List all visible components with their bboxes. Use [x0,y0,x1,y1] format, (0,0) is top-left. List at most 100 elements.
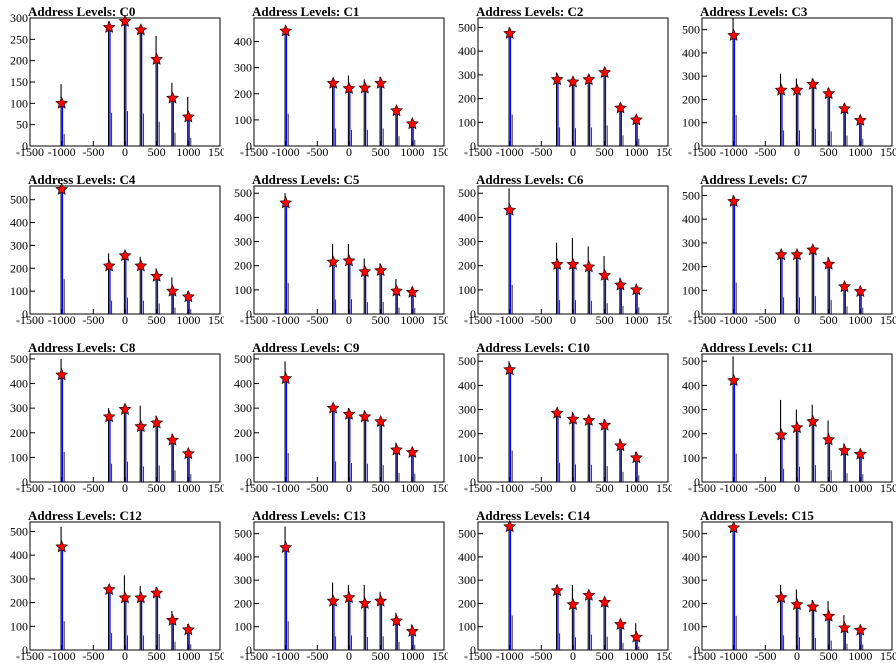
chart-title: Address Levels: C1 [252,4,360,19]
y-tick-label: 100 [682,620,700,634]
y-tick-label: 500 [458,354,476,368]
x-tick-label: -1500 [240,649,268,663]
peak-marker-star [279,371,293,385]
y-tick-label: 100 [234,283,252,297]
y-tick-label: 500 [458,20,476,34]
plot-frame [29,17,221,147]
y-tick-label: 500 [682,527,700,541]
x-tick-label: -1000 [496,649,524,663]
y-tick-label: 200 [682,92,700,106]
chart-title: Address Levels: C13 [252,508,366,523]
y-tick-label: 300 [682,69,700,83]
x-tick-label: -1000 [48,481,76,495]
y-tick-label: 300 [458,235,476,249]
peak-marker-star [374,76,388,89]
y-tick-label: 500 [234,186,252,200]
peak-marker-star [390,443,403,456]
x-tick-label: 1000 [624,313,648,327]
x-tick-label: 0 [346,481,352,495]
peak-marker-star [279,24,293,37]
x-tick-label: -500 [82,145,104,159]
x-tick-label: 500 [596,481,614,495]
chart-title: Address Levels: C8 [28,340,136,355]
x-tick-label: 1500 [432,649,448,663]
peak-marker-star [134,259,148,272]
x-tick-label: 500 [148,481,166,495]
x-tick-label: 1500 [656,145,672,159]
peak-marker-star [181,290,195,303]
y-tick-label: 100 [234,113,252,127]
peak-marker-star [853,284,867,297]
x-tick-label: 1000 [176,313,200,327]
peak-marker-star [550,583,564,597]
y-tick-label: 0 [470,139,476,153]
peak-marker-star [134,591,148,604]
y-tick-label: 200 [458,259,476,273]
peak-marker-star [582,588,596,601]
y-tick-label: 250 [10,32,28,46]
x-tick-label: -500 [82,481,104,495]
y-tick-label: 500 [682,188,700,202]
x-tick-label: -1000 [272,313,300,327]
y-tick-label: 400 [682,378,700,392]
peak-marker-star [838,102,851,115]
x-tick-label: 0 [794,313,800,327]
x-tick-label: 1500 [656,481,672,495]
y-tick-label: 0 [246,643,252,657]
x-tick-label: -1500 [240,313,268,327]
peak-marker-star [166,284,179,297]
chart-svg: 0 100 200 300 400 500 -1500 -1000 -500 0 500 1000 15… [458,185,672,327]
chart-title: Address Levels: C0 [28,4,136,19]
x-tick-label: -1000 [48,313,76,327]
x-tick-label: 0 [346,649,352,663]
peak-marker-star [629,630,643,643]
peak-marker-star [790,420,804,434]
x-tick-label: -1500 [464,481,492,495]
x-tick-label: 0 [794,649,800,663]
x-tick-label: -1500 [688,649,716,663]
peak-marker-star [582,72,596,86]
chart-panel: 0 100 200 300 400 500 -1500 -1000 -500 0 500 1000 15… [672,336,896,504]
x-tick-label: 1500 [880,313,896,327]
y-tick-label: 300 [682,573,700,587]
y-tick-label: 100 [234,620,252,634]
x-tick-label: -1500 [240,481,268,495]
x-tick-label: 1000 [400,481,424,495]
peak-marker-star [118,591,132,604]
peak-marker-star [166,433,179,446]
peak-marker-star [774,428,788,441]
peak-marker-star [774,590,788,604]
y-tick-label: 0 [694,643,700,657]
peak-marker-star [342,81,356,94]
peak-marker-star [774,83,788,96]
y-tick-label: 300 [234,401,252,415]
peak-marker-star [582,413,596,426]
peak-marker-star [774,247,788,261]
peak-marker-star [838,279,851,293]
y-tick-label: 0 [246,139,252,153]
chart-svg: 0 100 200 300 400 500 -1500 -1000 -500 0 500 1000 15… [234,521,448,663]
x-tick-label: 1000 [848,649,872,663]
x-tick-label: -500 [530,481,552,495]
peak-marker-star [405,624,419,637]
peak-marker-star [342,407,356,420]
peak-marker-star [134,419,148,433]
peak-marker-star [342,254,356,267]
y-tick-label: 200 [234,259,252,273]
chart-title: Address Levels: C2 [476,4,584,19]
peak-marker-star [822,432,836,446]
y-tick-label: 300 [10,572,28,586]
x-tick-label: -1500 [464,649,492,663]
peak-marker-star [358,596,372,609]
x-tick-label: 1000 [176,649,200,663]
x-tick-label: -1000 [720,649,748,663]
chart-panel: 0 100 200 300 400 500 -1500 -1000 -500 0 500 1000 15… [0,504,224,672]
y-tick-label: 200 [682,427,700,441]
peak-marker-star [727,28,741,41]
peak-marker-star [503,362,517,376]
peak-marker-star [727,521,741,534]
chart-panel: 0 100 200 300 400 500 -1500 -1000 -500 0 500 1000 15… [224,168,448,336]
peak-marker-star [822,86,836,100]
x-tick-label: 1000 [176,481,200,495]
peak-marker-star [614,101,627,114]
